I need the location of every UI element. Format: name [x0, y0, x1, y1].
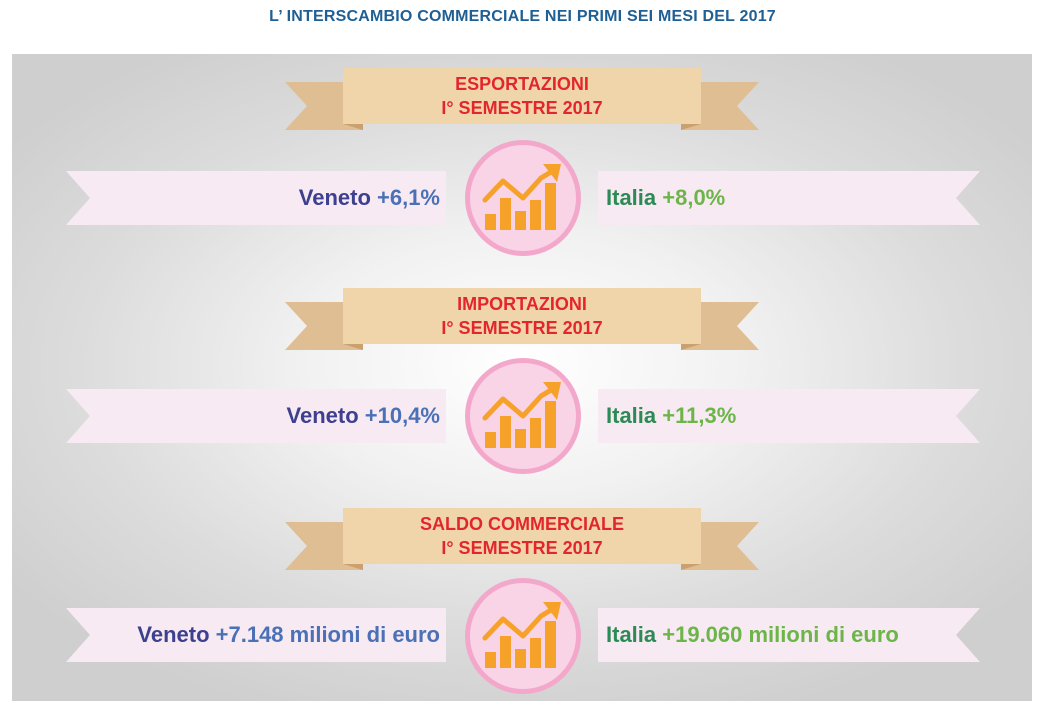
italia-label: Italia — [606, 622, 663, 647]
italia-stat: Italia +11,3% — [606, 389, 736, 443]
veneto-stat: Veneto +7.148 milioni di euro — [137, 608, 440, 662]
page-title: L’ INTERSCAMBIO COMMERCIALE NEI PRIMI SE… — [269, 8, 776, 25]
section-banner: IMPORTAZIONI I° SEMESTRE 2017 — [285, 288, 759, 352]
section-heading-line1: ESPORTAZIONI — [455, 74, 589, 94]
section-heading-line2: I° SEMESTRE 2017 — [441, 98, 603, 118]
banner-ribbon-icon — [285, 288, 759, 350]
growth-chart-icon — [463, 138, 583, 258]
veneto-value: +7.148 milioni di euro — [215, 622, 440, 647]
italia-ribbon: Italia +19.060 milioni di euro — [598, 608, 980, 662]
veneto-value: +10,4% — [364, 403, 440, 428]
italia-value: +8,0% — [662, 185, 726, 210]
italia-value: +11,3% — [662, 403, 737, 428]
italia-stat: Italia +19.060 milioni di euro — [606, 608, 899, 662]
banner-ribbon-icon — [285, 68, 759, 130]
veneto-label: Veneto — [286, 403, 365, 428]
veneto-ribbon: Veneto +7.148 milioni di euro — [66, 608, 446, 662]
growth-chart-icon — [463, 576, 583, 696]
veneto-label: Veneto — [298, 185, 377, 210]
section-saldo-commerciale: SALDO COMMERCIALE I° SEMESTRE 2017 Venet… — [0, 496, 1045, 694]
section-heading-line1: SALDO COMMERCIALE — [420, 514, 624, 534]
section-heading-line1: IMPORTAZIONI — [457, 294, 587, 314]
veneto-ribbon: Veneto +10,4% — [66, 389, 446, 443]
italia-ribbon: Italia +11,3% — [598, 389, 980, 443]
section-banner: ESPORTAZIONI I° SEMESTRE 2017 — [285, 68, 759, 132]
italia-label: Italia — [606, 403, 663, 428]
section-banner: SALDO COMMERCIALE I° SEMESTRE 2017 — [285, 508, 759, 572]
italia-value: +19.060 milioni di euro — [662, 622, 899, 647]
veneto-label: Veneto — [137, 622, 216, 647]
section-heading-line2: I° SEMESTRE 2017 — [441, 318, 603, 338]
veneto-stat: Veneto +10,4% — [287, 389, 440, 443]
growth-chart-icon — [463, 356, 583, 476]
italia-stat: Italia +8,0% — [606, 171, 725, 225]
veneto-value: +6,1% — [377, 185, 440, 210]
veneto-ribbon: Veneto +6,1% — [66, 171, 446, 225]
italia-ribbon: Italia +8,0% — [598, 171, 980, 225]
italia-label: Italia — [606, 185, 663, 210]
veneto-stat: Veneto +6,1% — [299, 171, 440, 225]
banner-ribbon-icon — [285, 508, 759, 570]
section-heading-line2: I° SEMESTRE 2017 — [441, 538, 603, 558]
section-esportazioni: ESPORTAZIONI I° SEMESTRE 2017 Veneto +6,… — [0, 56, 1045, 256]
section-importazioni: IMPORTAZIONI I° SEMESTRE 2017 Veneto +10… — [0, 276, 1045, 474]
